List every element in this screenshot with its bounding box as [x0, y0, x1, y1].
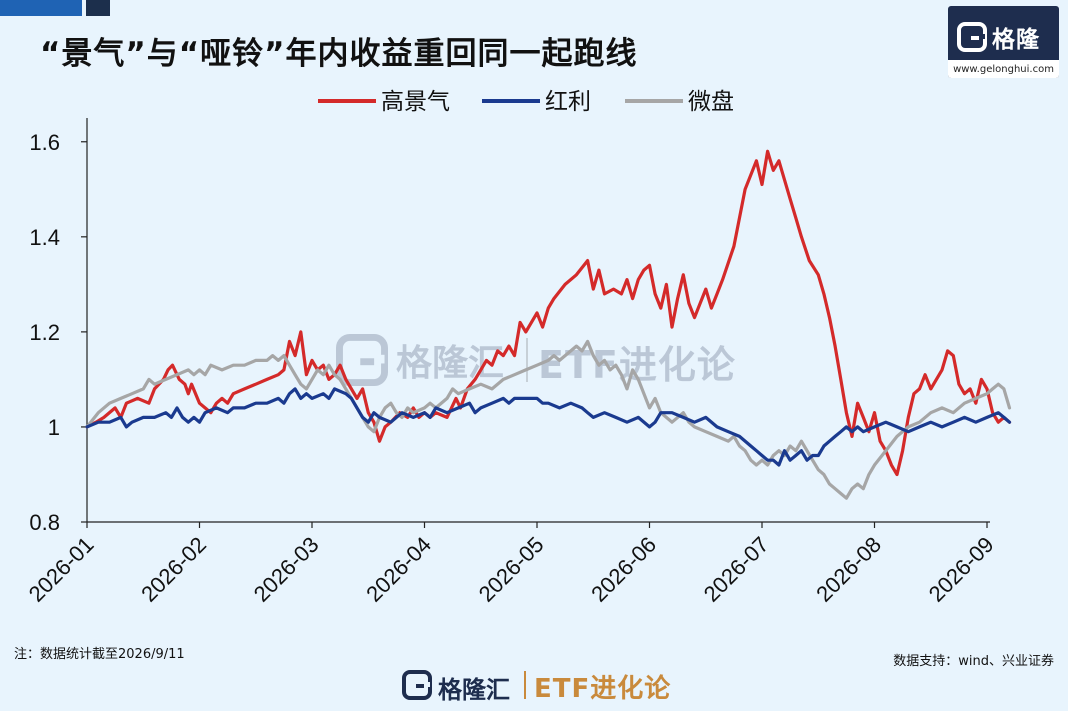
series-line-1	[85, 387, 1012, 467]
corner-accent-navy	[86, 0, 110, 16]
chart-axes: 0.8 1 1.2 1.4 1.6 2026-01 2026-02 2026-03 2026-0…	[24, 118, 999, 607]
gelonghui-logo-icon	[957, 22, 987, 52]
y-tick-label: 1.4	[29, 225, 60, 250]
x-tick-label: 2026-09	[924, 532, 999, 607]
series-line-2	[85, 339, 1012, 500]
y-tick-label: 1	[48, 415, 60, 440]
y-tick-label: 1.2	[29, 320, 60, 345]
series-line-0	[85, 149, 1012, 477]
chart-series	[85, 149, 1012, 500]
x-tick-label: 2026-08	[811, 532, 886, 607]
y-tick-label: 1.6	[29, 130, 60, 155]
brand-url-bar	[948, 60, 1059, 78]
brand-url: www.gelonghui.com	[953, 64, 1054, 75]
source-note: 数据支持：wind、兴业证券	[893, 654, 1054, 669]
footer-divider	[524, 671, 526, 699]
footnote: 注：数据统计截至2026/9/11	[14, 647, 185, 662]
chart-title: “景气”与“哑铃”年内收益重回同一起跑线	[40, 36, 638, 72]
x-tick-label: 2026-01	[24, 532, 99, 607]
x-tick-label: 2026-04	[361, 532, 436, 607]
x-tick-label: 2026-05	[474, 532, 549, 607]
x-tick-label: 2026-06	[586, 532, 661, 607]
legend-label-2: 微盘	[688, 89, 734, 115]
legend-label-0: 高景气	[381, 89, 450, 115]
x-tick-label: 2026-02	[136, 532, 211, 607]
chart-legend: 高景气 红利 微盘	[318, 89, 734, 115]
x-tick-label: 2026-03	[249, 532, 324, 607]
brand-badge: 格隆汇 www.gelonghui.com	[948, 6, 1059, 78]
y-tick-label: 0.8	[29, 510, 60, 535]
footer-brand-name: 格隆汇	[438, 676, 510, 704]
footer-etf-text: ETF进化论	[534, 674, 672, 704]
legend-label-1: 红利	[545, 89, 591, 115]
footer-logo-icon	[402, 670, 432, 700]
x-tick-label: 2026-07	[699, 532, 774, 607]
corner-accent-blue	[0, 0, 82, 16]
footer-brand: 格隆汇 ETF进化论	[402, 667, 692, 704]
